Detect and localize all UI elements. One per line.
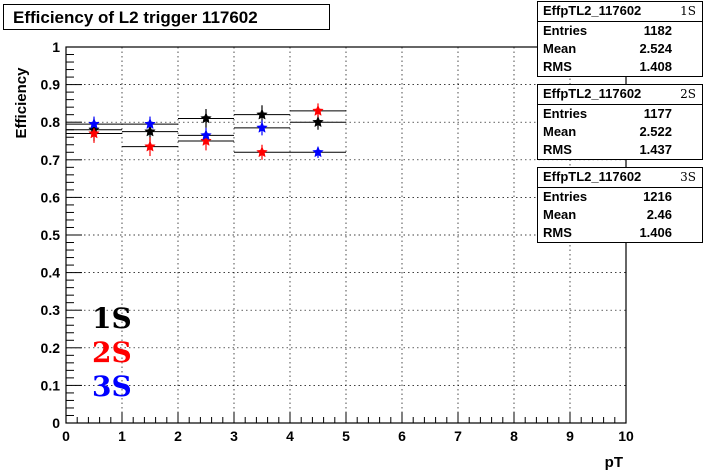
y-tick-label: 0.1 [41, 377, 61, 393]
stats-value: 1216 [643, 189, 672, 204]
y-tick-label: 0.8 [41, 114, 61, 130]
stats-box-3s: EffpTL2_117602 3S Entries 1216 Mean 2.46 R… [537, 167, 703, 243]
marker-1S [200, 112, 212, 124]
stats-label: RMS [543, 142, 572, 157]
x-axis-label: pT [605, 454, 623, 471]
y-tick-label: 0 [52, 415, 60, 431]
y-axis-label: Efficiency [13, 67, 30, 139]
stats-value: 1182 [643, 23, 672, 38]
x-tick-label: 0 [62, 428, 70, 444]
stats-label: Mean [543, 124, 577, 139]
stats-value: 1.406 [639, 225, 672, 240]
stats-label: Entries [543, 23, 588, 38]
stats-value: 2.46 [646, 207, 672, 222]
marker-3S [88, 117, 100, 130]
stats-value: 2.524 [639, 41, 672, 56]
x-tick-label: 9 [566, 428, 574, 444]
marker-2S [312, 104, 324, 116]
marker-2S [200, 134, 212, 146]
marker-2S [144, 140, 156, 152]
tick-labels: 0 1 2 3 4 5 6 7 8 9 10 0 0.1 0.2 0.3 0.4 0.5 0.6 0.7 0.8 0.9… [41, 39, 634, 444]
marker-1S [256, 108, 268, 120]
stats-label: RMS [543, 225, 572, 240]
y-tick-label: 0.6 [41, 189, 61, 205]
marker-3S [144, 117, 156, 130]
x-tick-label: 2 [174, 428, 182, 444]
marker-1S [144, 125, 156, 137]
stats-label: Mean [543, 41, 577, 56]
x-tick-label: 3 [230, 428, 238, 444]
legend-entry-3S: 3S [92, 370, 132, 403]
stats-tag: 1S [680, 4, 696, 18]
y-tick-label: 0.2 [41, 340, 61, 356]
stats-box-1s: EffpTL2_117602 1S Entries 1182 Mean 2.524 … [537, 1, 703, 77]
x-tick-label: 7 [454, 428, 462, 444]
chart-title: Efficiency of L2 trigger 117602 [3, 4, 330, 30]
stats-name: EffpTL2_117602 [543, 86, 642, 101]
data-points [66, 103, 346, 160]
x-tick-label: 4 [286, 428, 294, 444]
marker-3S [256, 121, 268, 133]
marker-1S [312, 116, 324, 128]
x-tick-label: 10 [618, 428, 634, 444]
stats-value: 2.522 [639, 124, 672, 139]
y-tick-label: 0.5 [41, 227, 61, 243]
stats-label: Entries [543, 189, 588, 204]
marker-2S [256, 146, 268, 158]
stats-label: RMS [543, 59, 572, 74]
stats-label: Mean [543, 207, 577, 222]
legend-entry-2S: 2S [92, 336, 132, 369]
stats-value: 1.408 [639, 59, 672, 74]
x-tick-label: 6 [398, 428, 406, 444]
marker-2S [88, 127, 100, 139]
stats-tag: 3S [680, 170, 696, 184]
axis-ticks [65, 46, 627, 424]
legend-entry-1S: 1S [92, 302, 132, 335]
marker-3S [200, 129, 212, 141]
x-tick-label: 1 [118, 428, 126, 444]
stats-name: EffpTL2_117602 [543, 169, 642, 184]
x-tick-label: 8 [510, 428, 518, 444]
y-tick-label: 0.3 [41, 302, 61, 318]
y-tick-label: 1 [52, 39, 60, 55]
marker-3S [312, 146, 324, 158]
stats-name: EffpTL2_117602 [543, 3, 642, 18]
stats-value: 1177 [643, 106, 672, 121]
stats-box-2s: EffpTL2_117602 2S Entries 1177 Mean 2.522 … [537, 84, 703, 160]
stats-label: Entries [543, 106, 588, 121]
x-tick-label: 5 [342, 428, 350, 444]
stats-value: 1.437 [639, 142, 672, 157]
stats-tag: 2S [680, 87, 696, 101]
y-tick-label: 0.4 [41, 265, 61, 281]
y-tick-label: 0.9 [41, 77, 61, 93]
y-tick-label: 0.7 [41, 152, 61, 168]
